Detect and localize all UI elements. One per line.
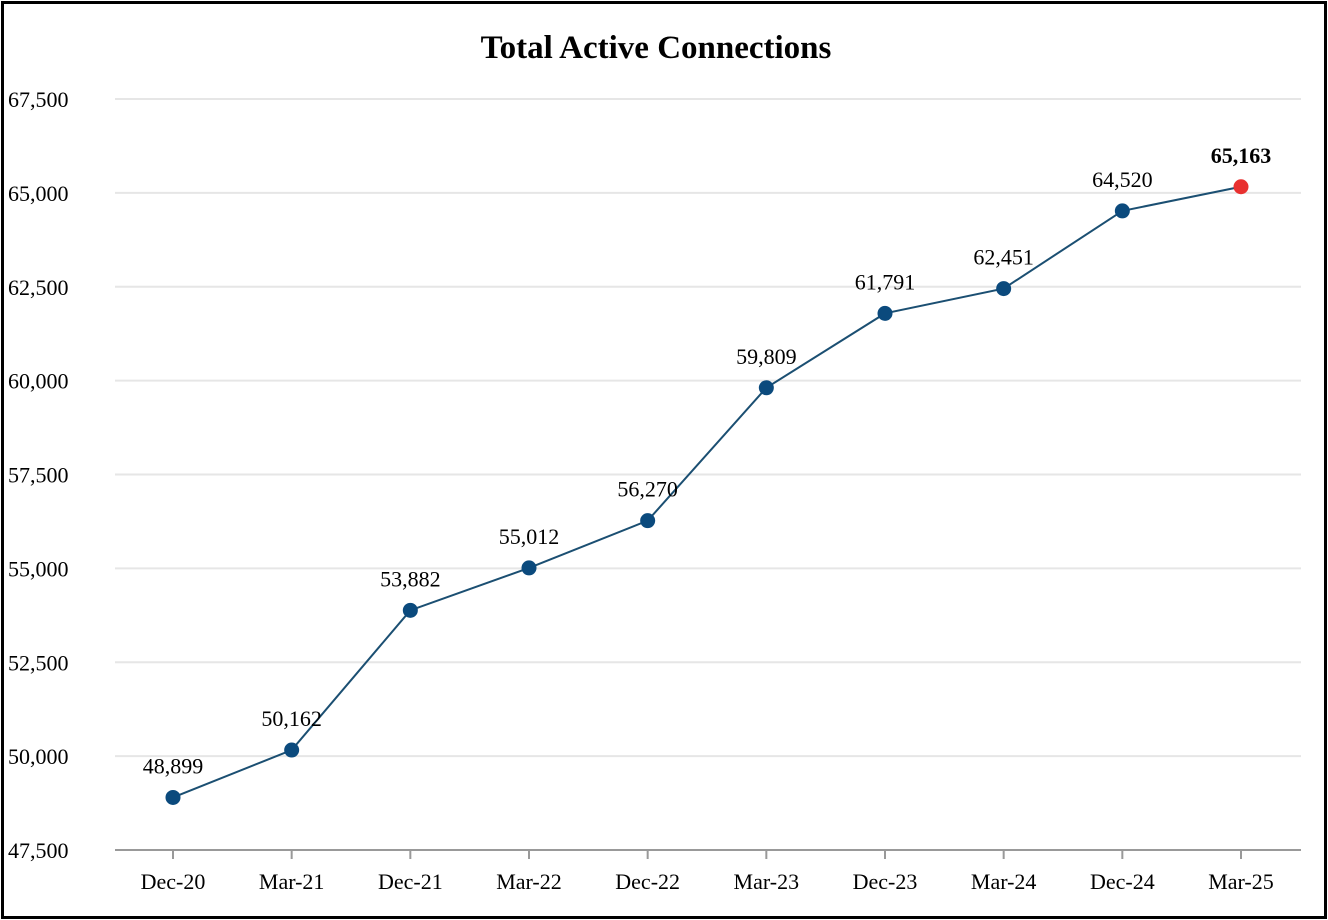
data-labels: 48,899 50,162 53,882 55,012 56,270 59,809 61,7… bbox=[143, 143, 1272, 779]
data-label: 62,451 bbox=[973, 245, 1034, 270]
y-tick-label: 57,500 bbox=[8, 463, 69, 488]
grid-lines bbox=[115, 98, 1301, 758]
data-label: 56,270 bbox=[617, 477, 678, 502]
y-tick-label: 52,500 bbox=[8, 650, 69, 675]
data-label: 50,162 bbox=[261, 706, 322, 731]
data-point bbox=[1114, 203, 1130, 219]
x-tick-label: Dec-21 bbox=[378, 869, 443, 894]
data-point bbox=[521, 560, 537, 576]
data-label: 61,791 bbox=[855, 269, 916, 294]
data-label: 65,163 bbox=[1211, 143, 1272, 168]
x-tick-label: Mar-21 bbox=[259, 869, 325, 894]
data-label: 53,882 bbox=[380, 566, 441, 591]
data-point bbox=[165, 789, 181, 805]
data-label: 59,809 bbox=[736, 344, 797, 369]
series-line bbox=[172, 185, 1242, 799]
data-label: 64,520 bbox=[1092, 167, 1153, 192]
y-tick-label: 47,500 bbox=[8, 838, 69, 863]
data-point bbox=[877, 305, 893, 321]
x-tick-label: Mar-23 bbox=[734, 869, 800, 894]
x-tick-label: Mar-22 bbox=[496, 869, 562, 894]
y-axis-ticks: 47,500 50,000 52,500 55,000 57,500 60,000 62,5… bbox=[8, 87, 69, 863]
data-point bbox=[640, 513, 656, 529]
highlight-point bbox=[1233, 179, 1249, 195]
data-point bbox=[284, 742, 300, 758]
y-tick-label: 67,500 bbox=[8, 87, 69, 112]
data-point bbox=[402, 602, 418, 618]
series bbox=[165, 179, 1249, 805]
y-tick-label: 65,000 bbox=[8, 181, 69, 206]
y-tick-label: 60,000 bbox=[8, 369, 69, 394]
x-tick-label: Dec-23 bbox=[853, 869, 918, 894]
data-label: 48,899 bbox=[143, 753, 204, 778]
x-tick-label: Mar-24 bbox=[971, 869, 1037, 894]
data-point bbox=[758, 380, 774, 396]
chart-title: Total Active Connections bbox=[481, 30, 832, 66]
x-tick-label: Dec-24 bbox=[1090, 869, 1155, 894]
x-tick-label: Dec-22 bbox=[615, 869, 680, 894]
data-label: 55,012 bbox=[499, 524, 560, 549]
y-tick-label: 55,000 bbox=[8, 556, 69, 581]
y-tick-label: 62,500 bbox=[8, 275, 69, 300]
x-tick-label: Mar-25 bbox=[1208, 869, 1274, 894]
data-point bbox=[996, 281, 1012, 297]
x-axis-ticks: Dec-20 Mar-21 Dec-21 Mar-22 Dec-22 Mar-23 Dec-… bbox=[141, 850, 1274, 894]
y-tick-label: 50,000 bbox=[8, 744, 69, 769]
line-chart: Total Active Connections 47,500 50,000 52,… bbox=[8, 30, 1301, 894]
x-tick-label: Dec-20 bbox=[141, 869, 206, 894]
